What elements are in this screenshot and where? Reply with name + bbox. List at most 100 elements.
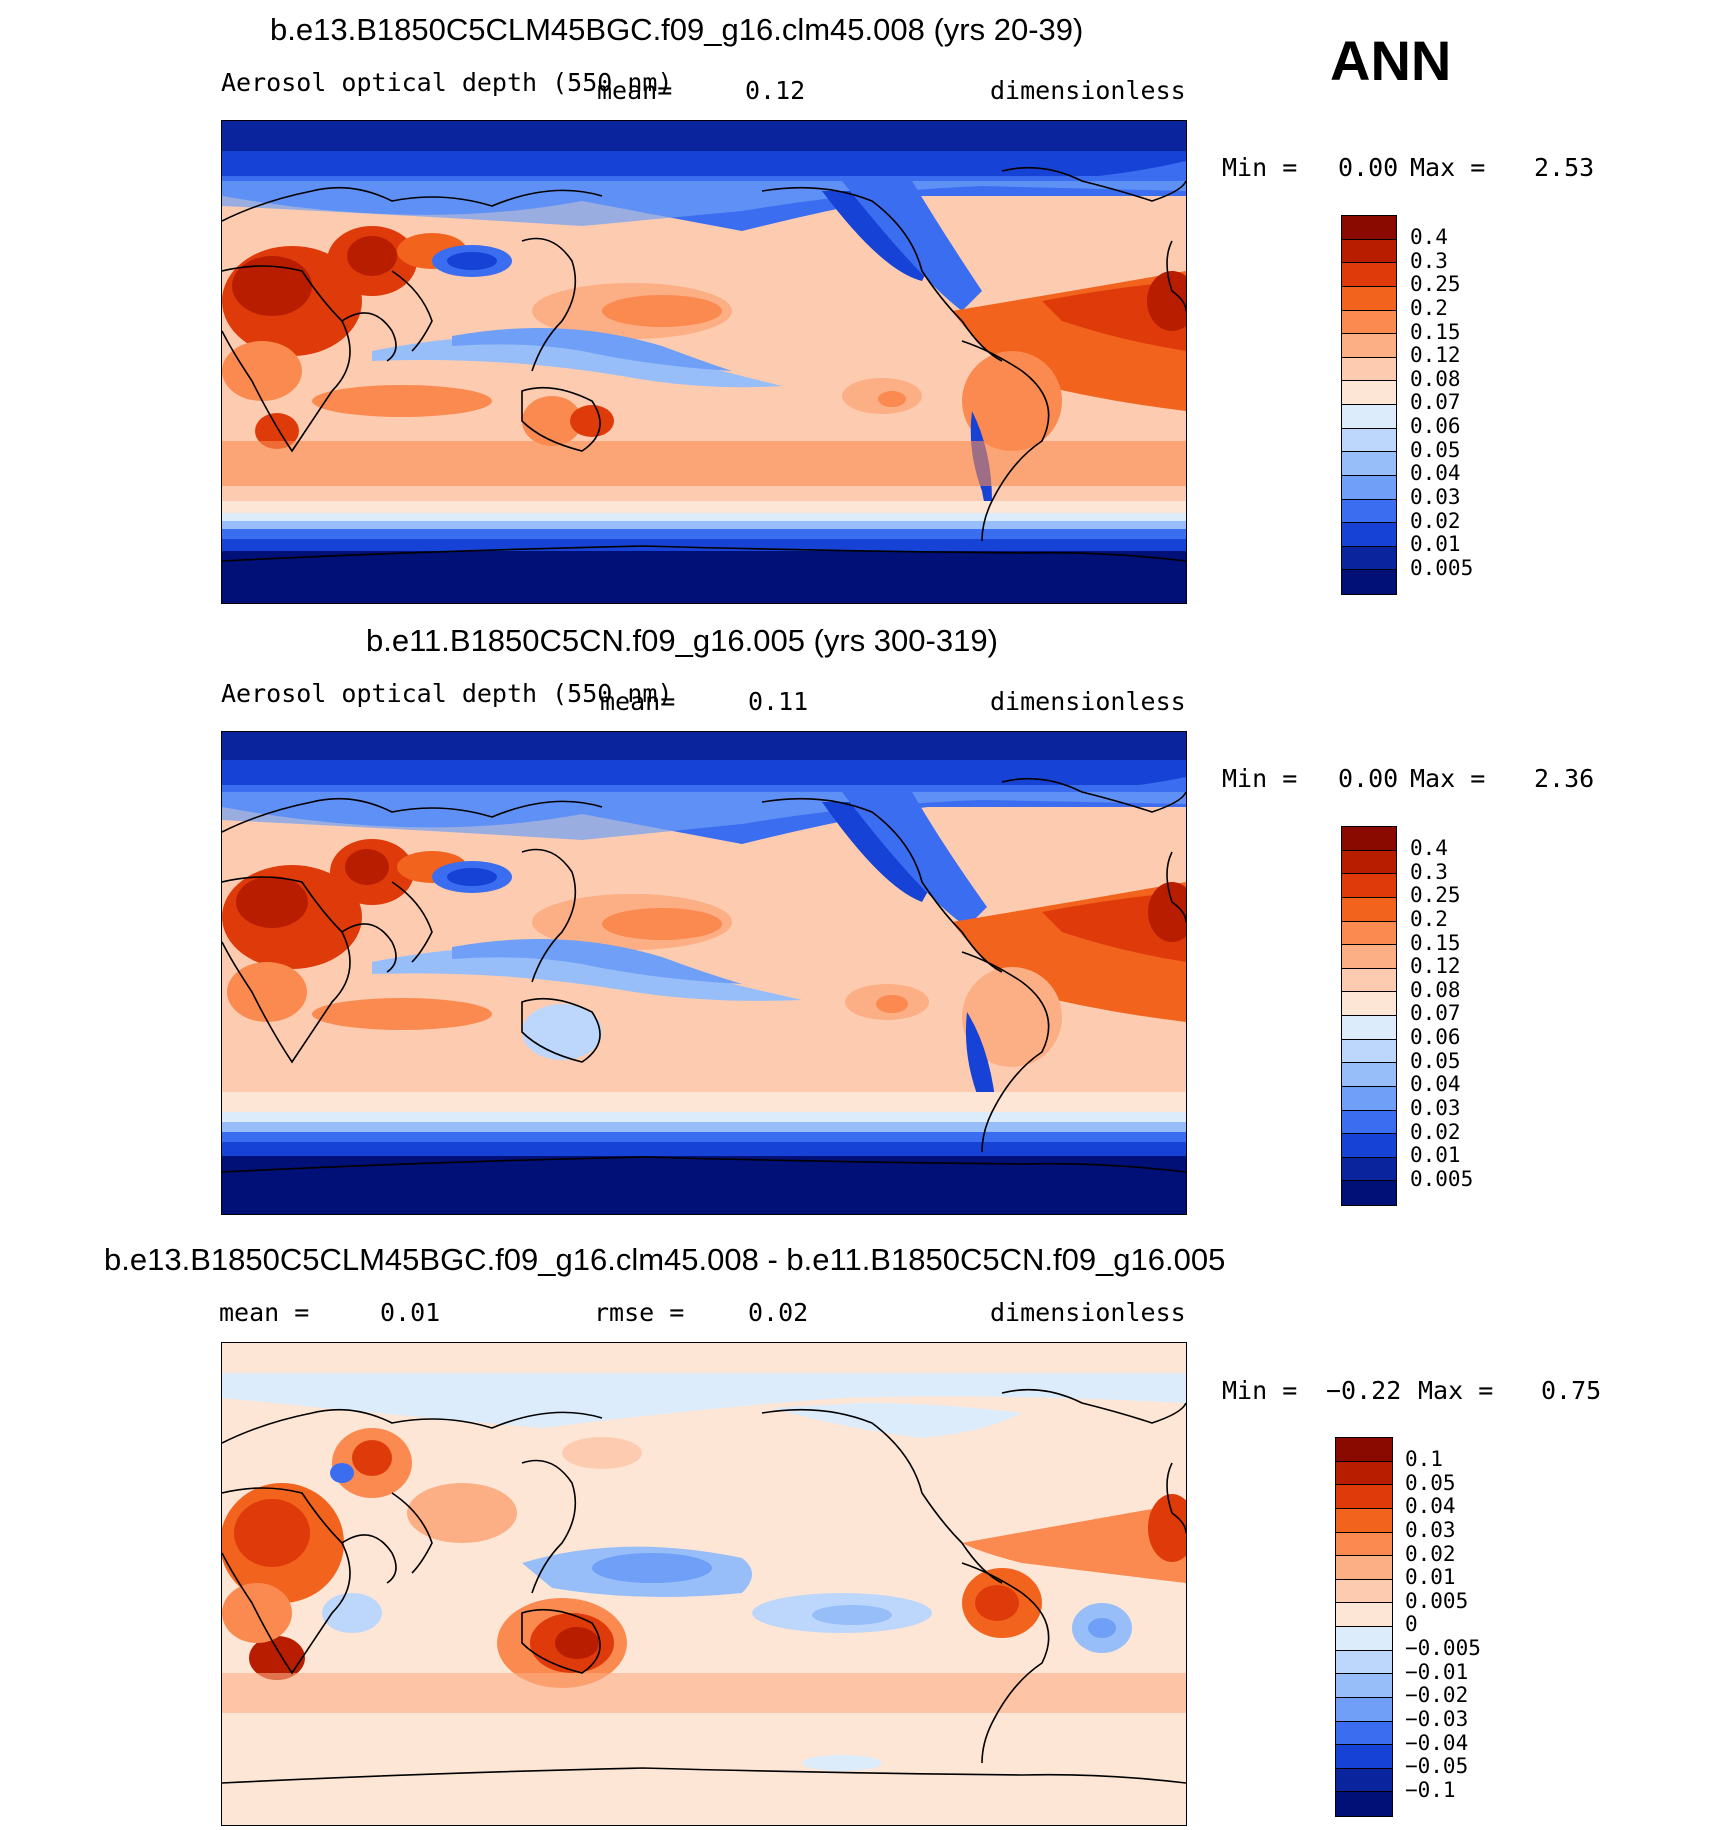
colorbar-tick-label: −0.1 [1405, 1777, 1456, 1802]
colorbar-tick-label: 0.15 [1410, 930, 1461, 955]
colorbar-swatch [1336, 1697, 1392, 1722]
panel-1-colorbar-labels: 0.4 0.3 0.25 0.2 0.15 0.12 0.08 0.07 0.06 0.05 0.0… [1410, 227, 1480, 587]
colorbar-swatch [1342, 263, 1396, 287]
colorbar-tick-label: 0.2 [1410, 906, 1448, 931]
colorbar-tick-label: 0.01 [1405, 1565, 1456, 1590]
panel-3-mean-label: mean = [219, 1298, 310, 1327]
colorbar-tick-label: −0.04 [1405, 1730, 1469, 1755]
panel-2-mean-label: mean= [600, 687, 676, 716]
panel-2-title: b.e11.B1850C5CN.f09_g16.005 (yrs 300-319… [366, 623, 998, 658]
colorbar-tick-label: 0.25 [1410, 883, 1461, 908]
colorbar-tick-label: 0.06 [1410, 414, 1461, 438]
panel-2-colorbar-labels: 0.4 0.3 0.25 0.2 0.15 0.12 0.08 0.07 0.06 0.05 0.0… [1410, 838, 1480, 1198]
panel-3-map [221, 1342, 1187, 1826]
colorbar-swatch [1342, 216, 1396, 240]
colorbar-swatch [1342, 310, 1396, 335]
colorbar-swatch [1342, 1134, 1396, 1158]
colorbar-tick-label: 0.08 [1410, 977, 1461, 1002]
panel-1-map-svg [222, 121, 1186, 603]
panel-1-units: dimensionless [990, 76, 1186, 105]
panel-3-colorbar [1335, 1437, 1393, 1817]
colorbar-tick-label: −0.01 [1405, 1659, 1469, 1684]
colorbar-tick-label: 0.03 [1410, 484, 1461, 509]
colorbar-swatch [1336, 1438, 1392, 1462]
colorbar-swatch [1336, 1721, 1392, 1746]
colorbar-swatch [1342, 827, 1396, 851]
colorbar-tick-label: 0.01 [1410, 532, 1461, 557]
colorbar-tick-label: 0.02 [1410, 1119, 1461, 1144]
colorbar-tick-label: 0.12 [1410, 343, 1461, 368]
colorbar-swatch [1336, 1768, 1392, 1793]
colorbar-tick-label: −0.005 [1405, 1636, 1481, 1660]
colorbar-swatch [1342, 897, 1396, 922]
colorbar-swatch [1336, 1508, 1392, 1533]
colorbar-tick-label: 0.03 [1410, 1095, 1461, 1120]
colorbar-tick-label: 0.1 [1405, 1447, 1443, 1471]
panel-3-min-label: Min = [1222, 1376, 1298, 1405]
panel-2-units: dimensionless [990, 687, 1186, 716]
colorbar-tick-label: 0.06 [1410, 1025, 1461, 1049]
colorbar-tick-label: 0.4 [1410, 225, 1448, 249]
colorbar-swatch [1342, 1157, 1396, 1182]
panel-3-min-value: −0.22 [1326, 1376, 1402, 1405]
panel-2-map [221, 731, 1187, 1215]
panel-3-rmse-label: rmse = [594, 1298, 685, 1327]
colorbar-swatch [1342, 381, 1396, 405]
colorbar-tick-label: 0.005 [1405, 1588, 1469, 1613]
colorbar-tick-label: 0.04 [1410, 461, 1461, 486]
colorbar-swatch [1336, 1792, 1392, 1816]
colorbar-tick-label: 0.12 [1410, 954, 1461, 979]
panel-1-map [221, 120, 1187, 604]
panel-1-max-value: 2.53 [1534, 153, 1595, 182]
colorbar-swatch [1342, 499, 1396, 524]
colorbar-swatch [1336, 1579, 1392, 1604]
panel-1-min-value: 0.00 [1338, 153, 1399, 182]
colorbar-swatch [1342, 570, 1396, 594]
colorbar-swatch [1342, 1086, 1396, 1111]
colorbar-swatch [1342, 1016, 1396, 1040]
colorbar-swatch [1342, 523, 1396, 547]
colorbar-swatch [1342, 992, 1396, 1016]
colorbar-swatch [1336, 1650, 1392, 1675]
colorbar-tick-label: 0.02 [1405, 1541, 1456, 1566]
colorbar-tick-label: 0.02 [1410, 508, 1461, 533]
colorbar-swatch [1342, 850, 1396, 875]
colorbar-swatch [1336, 1627, 1392, 1651]
panel-2-map-svg [222, 732, 1186, 1214]
colorbar-swatch [1336, 1461, 1392, 1486]
colorbar-tick-label: 0.25 [1410, 272, 1461, 297]
colorbar-tick-label: 0.01 [1410, 1143, 1461, 1168]
colorbar-swatch [1342, 428, 1396, 453]
panel-1-title: b.e13.B1850C5CLM45BGC.f09_g16.clm45.008 … [270, 12, 1084, 47]
colorbar-tick-label: 0.07 [1410, 1001, 1461, 1026]
panel-2-min-label: Min = [1222, 764, 1298, 793]
panel-1-mean-value: 0.12 [745, 76, 806, 105]
colorbar-swatch [1342, 921, 1396, 946]
colorbar-tick-label: 0 [1405, 1612, 1418, 1637]
colorbar-swatch [1342, 475, 1396, 500]
season-label: ANN [1330, 29, 1452, 92]
colorbar-swatch [1342, 405, 1396, 429]
colorbar-swatch [1342, 1039, 1396, 1064]
colorbar-tick-label: 0.05 [1405, 1470, 1456, 1495]
panel-2-colorbar [1341, 826, 1397, 1206]
colorbar-tick-label: 0.04 [1405, 1494, 1456, 1519]
colorbar-swatch [1342, 1110, 1396, 1135]
panel-2-min-value: 0.00 [1338, 764, 1399, 793]
panel-2-mean-value: 0.11 [748, 687, 809, 716]
panel-1-colorbar [1341, 215, 1397, 595]
panel-3-title: b.e13.B1850C5CLM45BGC.f09_g16.clm45.008 … [104, 1242, 1226, 1277]
colorbar-tick-label: 0.005 [1410, 1166, 1474, 1191]
colorbar-tick-label: 0.005 [1410, 555, 1474, 580]
colorbar-swatch [1342, 334, 1396, 358]
colorbar-swatch [1342, 452, 1396, 476]
colorbar-tick-label: 0.05 [1410, 437, 1461, 462]
colorbar-tick-label: 0.3 [1410, 859, 1448, 884]
colorbar-tick-label: −0.02 [1405, 1683, 1469, 1708]
colorbar-swatch [1342, 968, 1396, 993]
panel-3-max-label: Max = [1418, 1376, 1494, 1405]
colorbar-tick-label: 0.07 [1410, 390, 1461, 415]
colorbar-tick-label: 0.3 [1410, 248, 1448, 273]
colorbar-tick-label: 0.4 [1410, 836, 1448, 860]
colorbar-tick-label: 0.04 [1410, 1072, 1461, 1097]
